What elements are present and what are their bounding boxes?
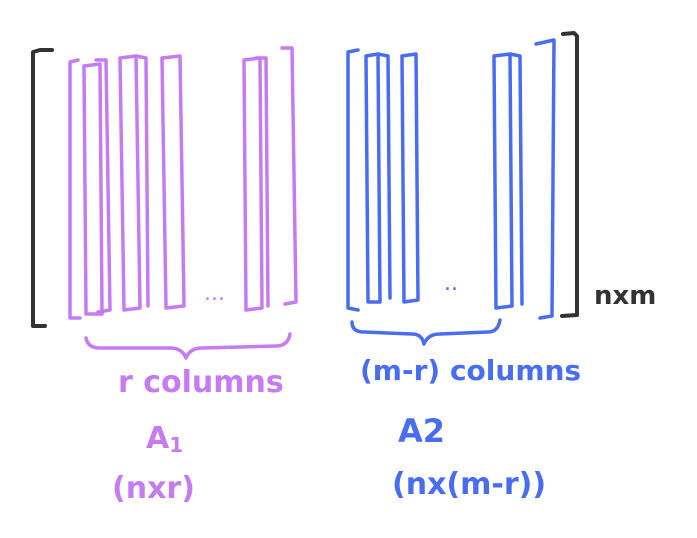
a2-column-5 [508,52,524,306]
a2-name: A2 [398,412,445,450]
a2-column-2 [376,52,392,300]
a2-brace [350,318,502,346]
a2-left-bracket [346,48,360,312]
a2-dims-label: (nx(m-r)) [392,467,546,502]
a2-column-4 [492,52,514,310]
outer-left-bracket [31,48,54,328]
a1-column-5 [160,54,186,310]
a1-column-2 [94,58,112,314]
a1-column-7 [254,56,270,308]
a1-column-6 [242,56,264,312]
a1-column-1 [82,62,104,316]
a2-ellipsis: .. [444,271,458,296]
a1-column-3 [118,54,142,312]
a1-name: A1 [146,421,183,457]
a2-column-1 [364,52,382,304]
a1-ellipsis: ... [204,281,225,306]
a2-block [346,38,556,346]
a1-count-label: r columns [118,365,284,400]
a1-name-main: A [146,421,170,456]
a2-column-3 [400,52,420,304]
a2-right-bracket [534,38,556,320]
a1-block [68,46,298,360]
a1-left-bracket [68,58,82,320]
a1-dims-label: (nxr) [112,471,195,506]
a1-name-subscript: 1 [169,433,183,457]
a1-brace [84,332,292,360]
matrix-size-label: nxm [594,281,656,311]
outer-right-bracket [560,31,579,318]
a1-column-4 [134,54,150,308]
a2-count-label: (m-r) columns [360,354,581,387]
a1-right-bracket [280,46,298,306]
